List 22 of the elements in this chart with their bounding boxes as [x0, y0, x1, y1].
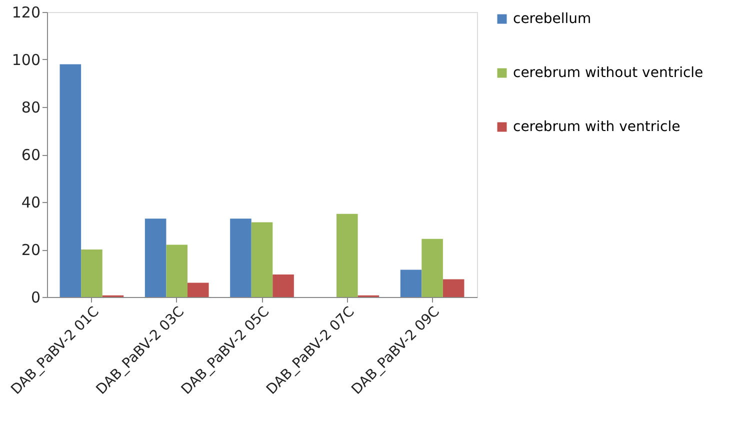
bar	[272, 274, 294, 297]
legend-label: cerebrum with ventricle	[513, 119, 680, 135]
y-tick-label: 0	[30, 288, 40, 306]
legend-label: cerebrum without ventricle	[513, 65, 704, 81]
bar	[144, 218, 166, 297]
bar	[60, 64, 82, 297]
bar	[422, 238, 443, 297]
bar	[81, 250, 102, 297]
legend-label: cerebellum	[513, 11, 592, 27]
y-tick-label: 120	[12, 4, 40, 22]
bar	[251, 222, 273, 297]
y-tick-label: 20	[21, 241, 40, 259]
bar	[187, 282, 209, 297]
bar	[442, 279, 464, 297]
bar	[400, 270, 422, 297]
bar	[230, 218, 252, 297]
y-tick-label: 40	[21, 194, 40, 212]
y-tick-label: 60	[21, 146, 40, 164]
y-tick-label: 100	[12, 51, 40, 69]
bar	[336, 214, 358, 297]
bar	[166, 244, 188, 297]
y-tick-label: 80	[21, 98, 40, 116]
